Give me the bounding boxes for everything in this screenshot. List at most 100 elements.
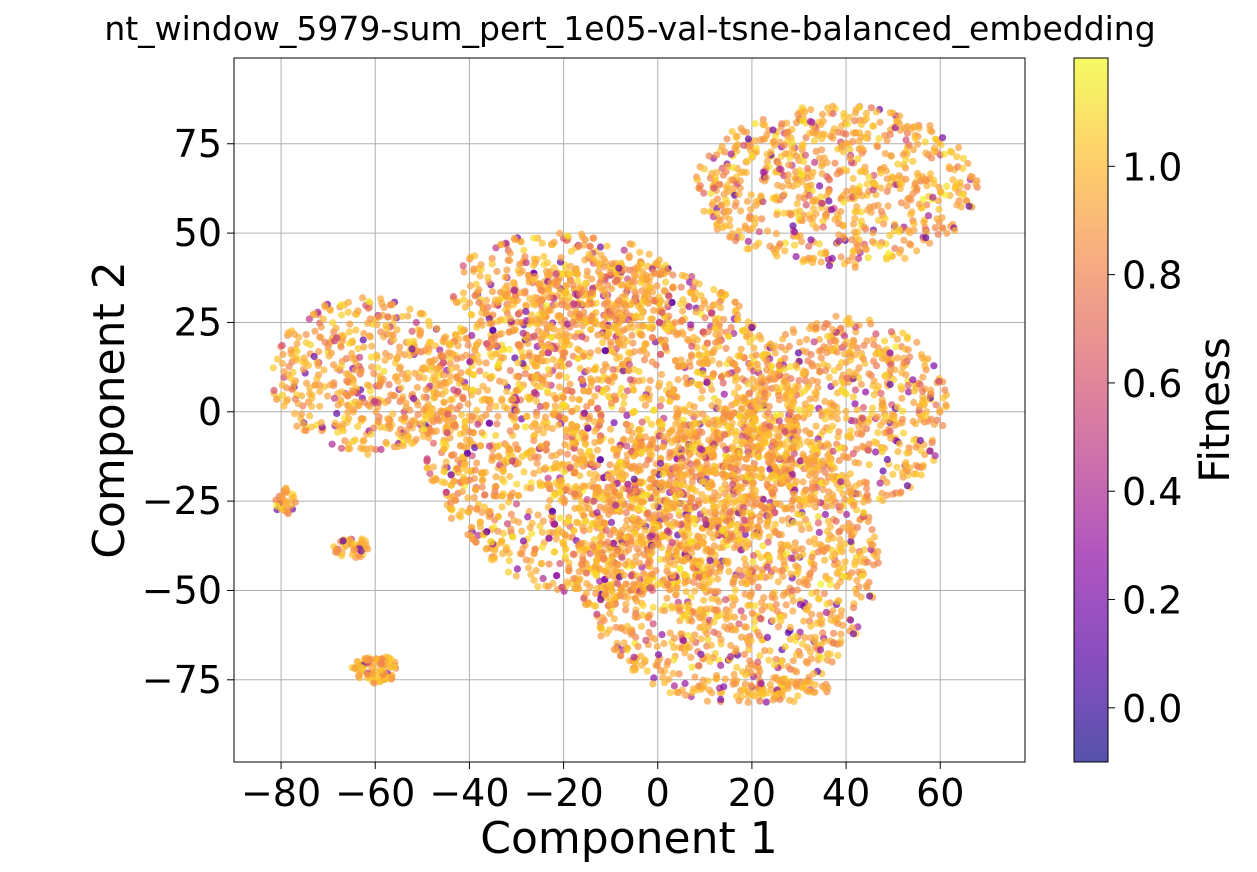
scatter-point <box>469 371 477 379</box>
scatter-point <box>810 565 818 573</box>
scatter-point <box>663 527 672 535</box>
scatter-point <box>476 442 485 450</box>
scatter-point <box>688 467 696 475</box>
scatter-point <box>607 338 615 346</box>
scatter-point <box>641 401 650 409</box>
scatter-point <box>323 392 332 400</box>
scatter-point <box>659 432 668 440</box>
scatter-point <box>748 323 756 331</box>
scatter-point <box>613 529 621 537</box>
scatter-point <box>860 498 868 506</box>
scatter-point <box>562 485 570 493</box>
scatter-point <box>821 366 830 375</box>
scatter-point <box>427 416 435 424</box>
scatter-point <box>675 670 683 678</box>
scatter-point <box>287 374 295 382</box>
scatter-point <box>372 446 380 454</box>
scatter-point <box>710 286 718 294</box>
scatter-point <box>734 466 742 475</box>
scatter-point <box>610 445 618 453</box>
scatter-point <box>874 559 882 567</box>
scatter-point <box>283 396 292 404</box>
scatter-point <box>710 416 718 424</box>
scatter-point <box>590 497 598 505</box>
scatter-point <box>498 537 506 545</box>
scatter-point <box>725 567 733 576</box>
scatter-point <box>694 381 703 389</box>
scatter-point <box>530 378 538 386</box>
scatter-point <box>467 523 476 532</box>
scatter-point <box>715 598 723 606</box>
scatter-point <box>623 442 631 450</box>
scatter-point <box>688 663 696 671</box>
scatter-point <box>384 421 393 429</box>
scatter-point <box>524 449 532 457</box>
scatter-point <box>333 409 341 418</box>
scatter-point <box>736 420 745 428</box>
scatter-point <box>522 302 531 310</box>
scatter-point <box>646 441 654 449</box>
scatter-point <box>802 658 810 666</box>
scatter-point <box>702 605 710 613</box>
scatter-point <box>773 432 781 440</box>
scatter-point <box>714 612 722 621</box>
scatter-point <box>429 405 437 413</box>
scatter-point <box>588 459 596 467</box>
scatter-point <box>905 388 913 396</box>
scatter-point <box>768 488 776 496</box>
scatter-point <box>556 560 564 568</box>
scatter-point <box>563 373 571 381</box>
scatter-point <box>385 381 393 389</box>
scatter-point <box>804 520 812 528</box>
scatter-point <box>616 390 624 398</box>
scatter-point <box>533 354 542 362</box>
scatter-point <box>596 565 604 573</box>
scatter-point <box>726 356 734 364</box>
scatter-point <box>708 402 716 410</box>
scatter-point <box>745 646 753 654</box>
scatter-point <box>531 389 539 397</box>
scatter-point <box>578 376 587 385</box>
scatter-point <box>637 466 645 474</box>
scatter-point <box>440 398 448 406</box>
scatter-point <box>458 327 466 335</box>
scatter-point <box>729 480 737 488</box>
scatter-point <box>637 532 646 541</box>
scatter-point <box>625 486 633 494</box>
scatter-point <box>474 388 482 396</box>
scatter-point <box>344 308 352 316</box>
scatter-point <box>386 301 394 309</box>
scatter-point <box>624 480 632 488</box>
scatter-point <box>806 395 814 403</box>
scatter-point <box>483 528 491 536</box>
scatter-point <box>576 546 584 554</box>
scatter-point <box>543 380 551 388</box>
scatter-point <box>641 656 649 664</box>
scatter-point <box>822 608 831 617</box>
scatter-point <box>670 656 678 664</box>
scatter-point <box>607 600 615 608</box>
scatter-point <box>653 642 661 651</box>
scatter-point <box>671 357 680 365</box>
scatter-point <box>571 584 579 593</box>
scatter-point <box>841 558 849 566</box>
scatter-point <box>509 395 517 403</box>
scatter-point <box>540 343 548 351</box>
scatter-point <box>381 356 389 364</box>
scatter-point <box>677 300 685 308</box>
scatter-point <box>729 680 737 688</box>
scatter-point <box>537 383 545 391</box>
scatter-point <box>687 351 696 359</box>
scatter-point <box>626 376 635 384</box>
scatter-point <box>536 402 544 411</box>
scatter-point <box>742 623 751 631</box>
scatter-point <box>566 464 574 472</box>
scatter-point <box>671 434 680 443</box>
scatter-point <box>485 405 493 413</box>
scatter-point <box>879 496 887 504</box>
scatter-point <box>930 362 938 370</box>
scatter-point <box>787 375 795 383</box>
scatter-point <box>823 527 832 536</box>
scatter-point <box>458 507 466 515</box>
scatter-point <box>304 361 313 369</box>
